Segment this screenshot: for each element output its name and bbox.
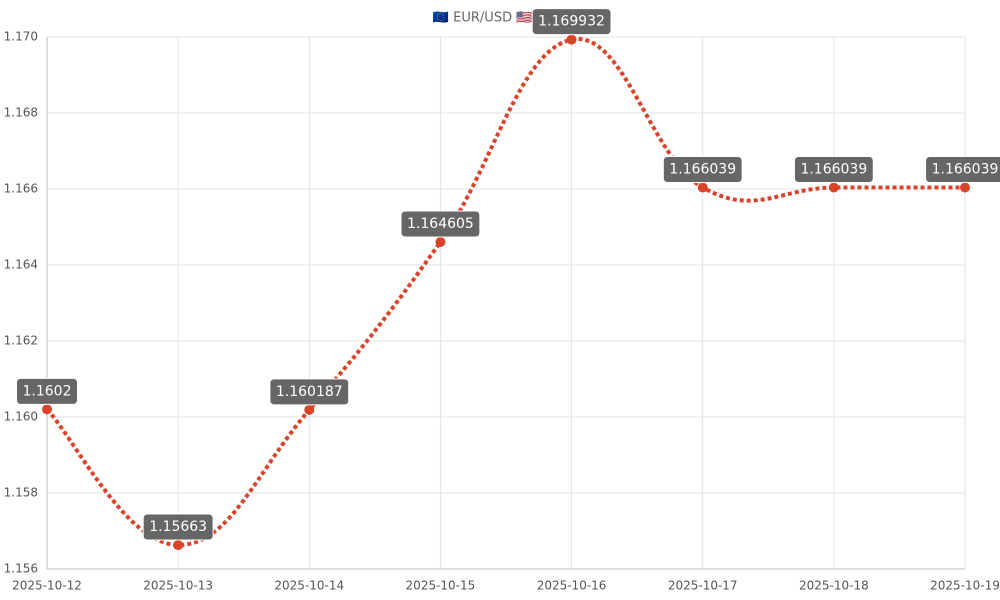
value-label-text: 1.164605 <box>407 216 474 232</box>
value-label: 1.166039 <box>925 156 1000 184</box>
value-label: 1.15663 <box>142 513 214 541</box>
y-tick-label: 1.162 <box>4 334 38 348</box>
y-tick-label: 1.156 <box>4 562 38 576</box>
value-label: 1.160187 <box>269 378 350 406</box>
point <box>435 237 446 248</box>
point <box>828 182 839 193</box>
point <box>42 404 52 415</box>
value-label: 1.166039 <box>793 156 874 184</box>
value-label-text: 1.1602 <box>23 383 72 399</box>
x-tick-label: 2025-10-17 <box>668 579 738 593</box>
value-label-box <box>16 377 78 405</box>
value-label-box <box>925 156 1000 184</box>
x-tick-label: 2025-10-13 <box>143 579 213 593</box>
value-label-box <box>142 513 214 541</box>
value-label-box <box>793 156 874 184</box>
y-tick-label: 1.166 <box>4 182 38 196</box>
x-tick-label: 2025-10-14 <box>274 579 344 593</box>
point <box>173 540 184 551</box>
value-label-text: 1.166039 <box>669 162 736 178</box>
y-tick-label: 1.164 <box>4 258 38 272</box>
value-label-text: 1.166039 <box>932 162 999 178</box>
y-tick-label: 1.168 <box>4 106 38 120</box>
point <box>697 182 708 193</box>
x-tick-label: 2025-10-18 <box>799 579 869 593</box>
x-tick-label: 2025-10-19 <box>930 579 1000 593</box>
value-label-box <box>662 156 743 184</box>
value-label-box <box>531 8 612 36</box>
value-label-text: 1.169932 <box>538 14 605 30</box>
value-label: 1.164605 <box>400 210 481 238</box>
point <box>304 404 315 415</box>
value-label-box <box>400 210 481 238</box>
x-tick-label: 2025-10-12 <box>12 579 82 593</box>
point <box>960 182 970 193</box>
line <box>45 37 965 548</box>
y-tick-label: 1.158 <box>4 486 38 500</box>
x-tick-label: 2025-10-16 <box>537 579 607 593</box>
value-label-text: 1.15663 <box>149 519 207 535</box>
y-tick-label: 1.170 <box>4 30 38 44</box>
x-tick-label: 2025-10-15 <box>406 579 476 593</box>
value-label: 1.1602 <box>16 377 78 405</box>
value-label-text: 1.166039 <box>800 162 867 178</box>
y-tick-label: 1.160 <box>4 410 38 424</box>
value-label: 1.169932 <box>531 8 612 36</box>
point <box>566 34 577 45</box>
value-label: 1.166039 <box>662 156 743 184</box>
value-label-box <box>269 378 350 406</box>
value-label-text: 1.160187 <box>276 384 343 400</box>
